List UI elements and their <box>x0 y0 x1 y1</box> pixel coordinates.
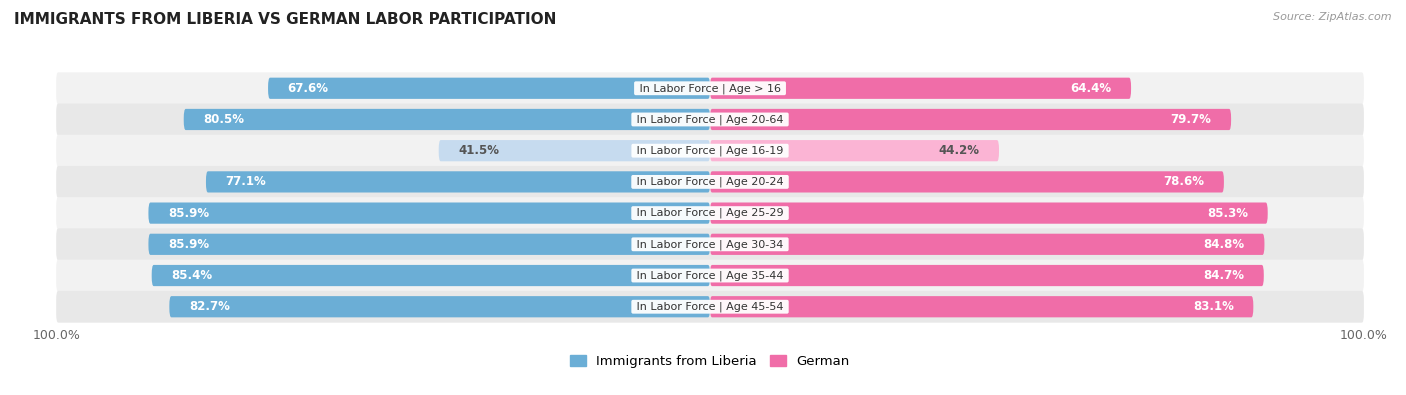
Text: IMMIGRANTS FROM LIBERIA VS GERMAN LABOR PARTICIPATION: IMMIGRANTS FROM LIBERIA VS GERMAN LABOR … <box>14 12 557 27</box>
FancyBboxPatch shape <box>56 291 1364 323</box>
FancyBboxPatch shape <box>710 296 1253 317</box>
Text: 85.9%: 85.9% <box>169 238 209 251</box>
Text: In Labor Force | Age 20-64: In Labor Force | Age 20-64 <box>633 114 787 125</box>
Text: 79.7%: 79.7% <box>1171 113 1212 126</box>
FancyBboxPatch shape <box>56 166 1364 198</box>
Text: 83.1%: 83.1% <box>1192 300 1233 313</box>
Text: In Labor Force | Age > 16: In Labor Force | Age > 16 <box>636 83 785 94</box>
Text: 67.6%: 67.6% <box>288 82 329 95</box>
FancyBboxPatch shape <box>710 140 1000 161</box>
FancyBboxPatch shape <box>710 203 1268 224</box>
Text: 85.3%: 85.3% <box>1208 207 1249 220</box>
Text: In Labor Force | Age 25-29: In Labor Force | Age 25-29 <box>633 208 787 218</box>
Text: 80.5%: 80.5% <box>204 113 245 126</box>
FancyBboxPatch shape <box>56 197 1364 229</box>
FancyBboxPatch shape <box>205 171 710 192</box>
FancyBboxPatch shape <box>184 109 710 130</box>
Text: 78.6%: 78.6% <box>1163 175 1205 188</box>
FancyBboxPatch shape <box>152 265 710 286</box>
Text: In Labor Force | Age 45-54: In Labor Force | Age 45-54 <box>633 301 787 312</box>
Text: In Labor Force | Age 20-24: In Labor Force | Age 20-24 <box>633 177 787 187</box>
FancyBboxPatch shape <box>710 171 1223 192</box>
FancyBboxPatch shape <box>56 103 1364 135</box>
FancyBboxPatch shape <box>56 72 1364 104</box>
FancyBboxPatch shape <box>710 109 1232 130</box>
Text: 85.4%: 85.4% <box>172 269 212 282</box>
Text: 77.1%: 77.1% <box>225 175 266 188</box>
FancyBboxPatch shape <box>710 78 1130 99</box>
Text: 85.9%: 85.9% <box>169 207 209 220</box>
Text: In Labor Force | Age 35-44: In Labor Force | Age 35-44 <box>633 270 787 281</box>
FancyBboxPatch shape <box>439 140 710 161</box>
Text: In Labor Force | Age 16-19: In Labor Force | Age 16-19 <box>633 145 787 156</box>
FancyBboxPatch shape <box>710 234 1264 255</box>
Text: Source: ZipAtlas.com: Source: ZipAtlas.com <box>1274 12 1392 22</box>
Text: 84.8%: 84.8% <box>1204 238 1244 251</box>
FancyBboxPatch shape <box>149 234 710 255</box>
Text: In Labor Force | Age 30-34: In Labor Force | Age 30-34 <box>633 239 787 250</box>
FancyBboxPatch shape <box>710 265 1264 286</box>
Text: 41.5%: 41.5% <box>458 144 499 157</box>
Legend: Immigrants from Liberia, German: Immigrants from Liberia, German <box>565 349 855 373</box>
Text: 84.7%: 84.7% <box>1204 269 1244 282</box>
FancyBboxPatch shape <box>149 203 710 224</box>
Text: 64.4%: 64.4% <box>1070 82 1112 95</box>
FancyBboxPatch shape <box>169 296 710 317</box>
FancyBboxPatch shape <box>56 260 1364 292</box>
FancyBboxPatch shape <box>56 135 1364 167</box>
Text: 44.2%: 44.2% <box>938 144 980 157</box>
FancyBboxPatch shape <box>269 78 710 99</box>
Text: 82.7%: 82.7% <box>188 300 229 313</box>
FancyBboxPatch shape <box>56 228 1364 260</box>
